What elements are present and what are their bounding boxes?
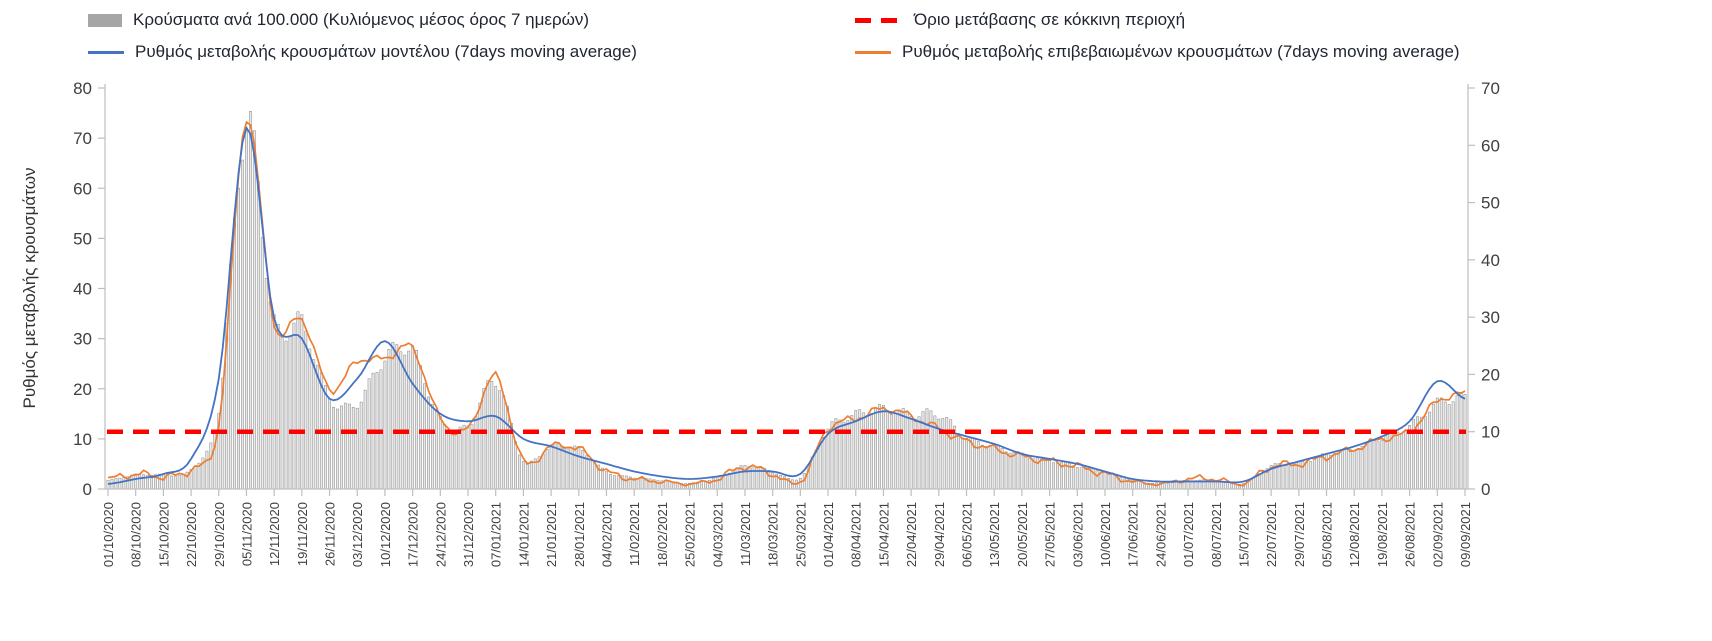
svg-text:60: 60 [73,179,92,198]
y-axis-title: Ρυθμός μεταβολής κρουσμάτων [20,167,39,409]
svg-text:13/05/2021: 13/05/2021 [987,502,1002,567]
svg-text:29/10/2020: 29/10/2020 [212,502,227,567]
svg-text:0: 0 [1481,480,1490,499]
svg-text:70: 70 [1481,79,1500,98]
svg-text:18/02/2021: 18/02/2021 [655,502,670,567]
svg-text:04/03/2021: 04/03/2021 [710,502,725,567]
svg-text:01/07/2021: 01/07/2021 [1181,502,1196,567]
svg-text:20: 20 [73,380,92,399]
svg-text:20: 20 [1481,365,1500,384]
svg-text:60: 60 [1481,136,1500,155]
line-confirmed-cases-rate [107,120,1466,487]
svg-text:19/11/2020: 19/11/2020 [295,502,310,566]
svg-text:30: 30 [73,330,92,349]
svg-text:03/12/2020: 03/12/2020 [350,502,365,567]
svg-text:04/02/2021: 04/02/2021 [600,502,615,567]
svg-text:11/02/2021: 11/02/2021 [627,502,642,566]
legend-label-red-threshold: Όριο μετάβασης σε κόκκινη περιοχή [914,10,1186,29]
svg-text:26/11/2020: 26/11/2020 [323,502,338,566]
svg-text:28/01/2021: 28/01/2021 [572,502,587,567]
svg-text:11/03/2021: 11/03/2021 [738,502,753,566]
svg-text:29/04/2021: 29/04/2021 [932,502,947,567]
svg-text:17/12/2020: 17/12/2020 [406,502,421,567]
svg-text:21/01/2021: 21/01/2021 [544,502,559,567]
svg-text:15/07/2021: 15/07/2021 [1236,502,1251,567]
svg-text:70: 70 [73,129,92,148]
legend-item-cases-per-100k: Κρούσματα ανά 100.000 (Κυλιόμενος μέσος … [88,10,845,30]
svg-text:26/08/2021: 26/08/2021 [1403,502,1418,567]
svg-text:40: 40 [73,280,92,299]
svg-text:12/11/2020: 12/11/2020 [267,502,282,566]
svg-text:31/12/2020: 31/12/2020 [461,502,476,567]
svg-text:22/10/2020: 22/10/2020 [184,502,199,567]
svg-text:02/09/2021: 02/09/2021 [1430,502,1445,567]
axes [104,84,1469,490]
svg-text:10: 10 [1481,423,1500,442]
svg-text:10/12/2020: 10/12/2020 [378,502,393,567]
svg-text:20/05/2021: 20/05/2021 [1015,502,1030,567]
legend-item-model-rate: Ρυθμός μεταβολής κρουσμάτων μοντέλου (7d… [88,42,845,62]
svg-text:25/03/2021: 25/03/2021 [793,502,808,567]
svg-text:15/10/2020: 15/10/2020 [156,502,171,567]
svg-text:0: 0 [83,480,92,499]
svg-text:15/04/2021: 15/04/2021 [876,502,891,567]
svg-text:05/11/2020: 05/11/2020 [240,502,255,566]
svg-text:09/09/2021: 09/09/2021 [1458,502,1473,567]
svg-text:14/01/2021: 14/01/2021 [516,502,531,567]
svg-text:22/07/2021: 22/07/2021 [1264,502,1279,567]
line-model-cases-rate [107,126,1466,485]
svg-text:12/08/2021: 12/08/2021 [1347,502,1362,567]
svg-text:10/06/2021: 10/06/2021 [1098,502,1113,567]
svg-text:05/08/2021: 05/08/2021 [1320,502,1335,567]
svg-text:30: 30 [1481,308,1500,327]
blue-line-swatch-icon [88,50,124,54]
legend-item-red-threshold: Όριο μετάβασης σε κόκκινη περιοχή [855,10,1682,30]
svg-text:08/10/2020: 08/10/2020 [129,502,144,567]
svg-text:06/05/2021: 06/05/2021 [960,502,975,567]
svg-text:01/04/2021: 01/04/2021 [821,502,836,567]
legend-label-confirmed-rate: Ρυθμός μεταβολής επιβεβαιωμένων κρουσμάτ… [902,42,1460,61]
svg-text:08/07/2021: 08/07/2021 [1209,502,1224,567]
svg-text:24/06/2021: 24/06/2021 [1153,502,1168,567]
chart-legend: Κρούσματα ανά 100.000 (Κυλιόμενος μέσος … [88,10,1682,62]
svg-text:50: 50 [1481,194,1500,213]
legend-label-cases-per-100k: Κρούσματα ανά 100.000 (Κυλιόμενος μέσος … [133,10,590,29]
legend-item-confirmed-rate: Ρυθμός μεταβολής επιβεβαιωμένων κρουσμάτ… [855,42,1682,62]
svg-text:07/01/2021: 07/01/2021 [489,502,504,567]
svg-text:27/05/2021: 27/05/2021 [1043,502,1058,567]
svg-text:01/10/2020: 01/10/2020 [101,502,116,567]
red-dashed-swatch-icon [855,17,903,23]
svg-text:18/03/2021: 18/03/2021 [766,502,781,567]
svg-text:08/04/2021: 08/04/2021 [849,502,864,567]
legend-label-model-rate: Ρυθμός μεταβολής κρουσμάτων μοντέλου (7d… [135,42,637,61]
svg-text:17/06/2021: 17/06/2021 [1126,502,1141,567]
svg-text:29/07/2021: 29/07/2021 [1292,502,1307,567]
svg-text:24/12/2020: 24/12/2020 [433,502,448,567]
svg-text:40: 40 [1481,251,1500,270]
bar-series-swatch-icon [88,13,122,27]
axis-ticks-and-labels: 0 10 20 30 40 50 60 70 80 0 10 20 30 40 50 60 70 01/10/20… [73,79,1500,567]
svg-text:50: 50 [73,229,92,248]
svg-text:80: 80 [73,79,92,98]
svg-text:19/08/2021: 19/08/2021 [1375,502,1390,567]
svg-text:03/06/2021: 03/06/2021 [1070,502,1085,567]
svg-text:22/04/2021: 22/04/2021 [904,502,919,567]
svg-text:10: 10 [73,430,92,449]
svg-text:25/02/2021: 25/02/2021 [683,502,698,567]
orange-line-swatch-icon [855,50,891,54]
